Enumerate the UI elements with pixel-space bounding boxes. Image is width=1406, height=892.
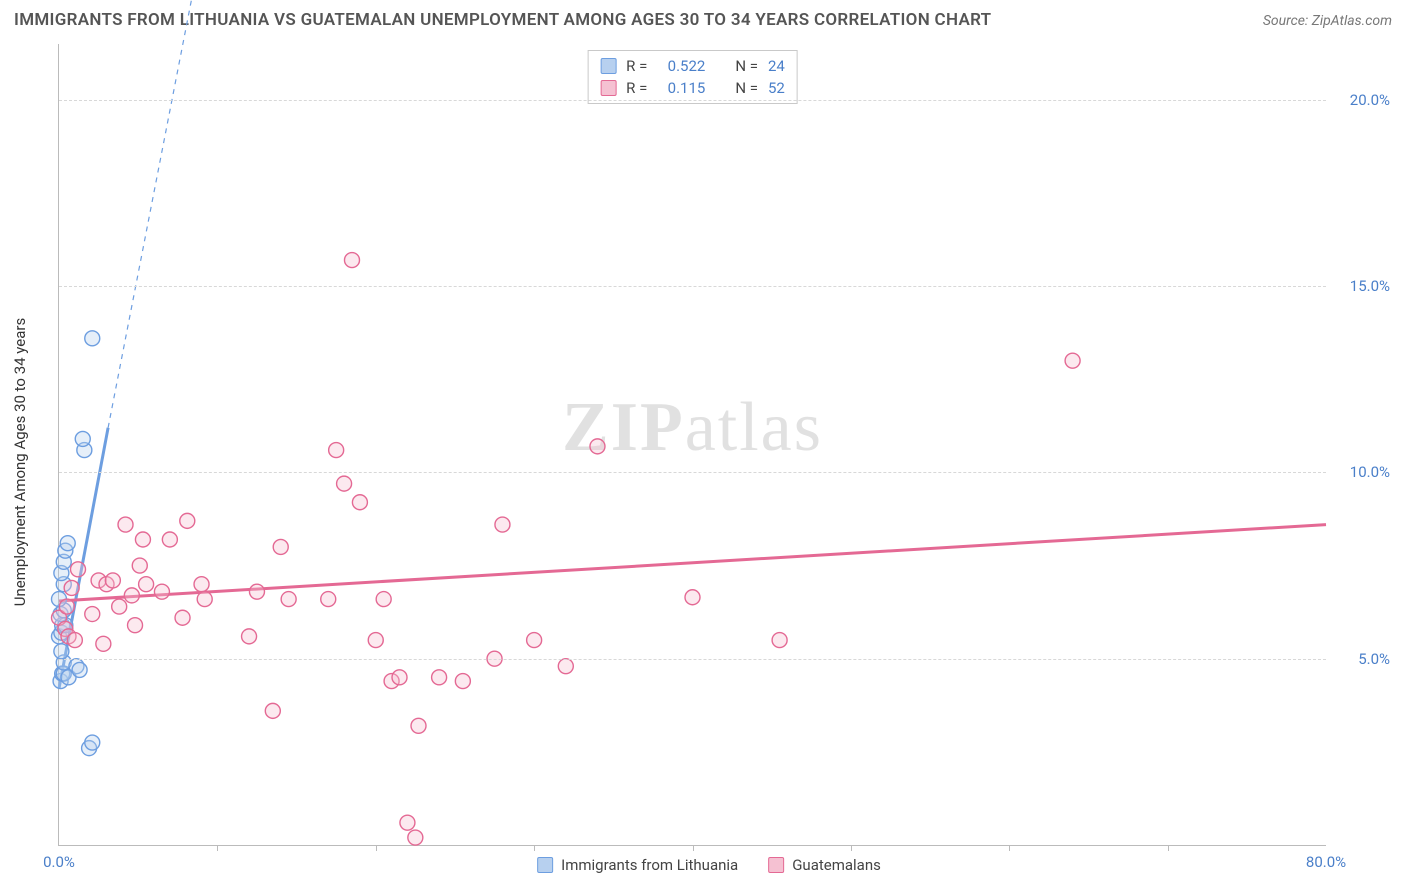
gridline [59, 472, 1326, 473]
r-label: R = [626, 79, 647, 97]
scatter-point [162, 532, 177, 547]
scatter-point [455, 674, 470, 689]
r-label: R = [626, 57, 647, 75]
legend-item: Guatemalans [768, 856, 881, 874]
scatter-point [527, 633, 542, 648]
y-tick-label: 15.0% [1350, 277, 1390, 295]
y-axis-label: Unemployment Among Ages 30 to 34 years [11, 318, 29, 606]
scatter-point [128, 618, 143, 633]
scatter-point [265, 703, 280, 718]
scatter-point [85, 607, 100, 622]
scatter-point [135, 532, 150, 547]
n-label: N = [735, 79, 758, 97]
scatter-point [132, 558, 147, 573]
scatter-point [400, 815, 415, 830]
scatter-point [197, 592, 212, 607]
n-value: 52 [768, 79, 785, 97]
scatter-point [273, 539, 288, 554]
scatter-point [154, 584, 169, 599]
scatter-point [432, 670, 447, 685]
scatter-point [175, 610, 190, 625]
gridline [59, 659, 1326, 660]
gridline [59, 286, 1326, 287]
scatter-point [590, 439, 605, 454]
scatter-point [67, 633, 82, 648]
x-tick [217, 845, 218, 851]
scatter-point [772, 633, 787, 648]
scatter-point [495, 517, 510, 532]
title-bar: IMMIGRANTS FROM LITHUANIA VS GUATEMALAN … [14, 10, 1392, 30]
legend-top: R = 0.522 N = 24 R = 0.115 N = 52 [587, 50, 798, 104]
scatter-point [60, 536, 75, 551]
plot-area: ZIPatlas R =0.522N =24R =0.115N =52 5.0%… [58, 44, 1326, 846]
scatter-point [344, 253, 359, 268]
scatter-point [1065, 353, 1080, 368]
chart: Unemployment Among Ages 30 to 34 years Z… [24, 44, 1394, 880]
chart-title: IMMIGRANTS FROM LITHUANIA VS GUATEMALAN … [14, 10, 991, 30]
scatter-point [124, 588, 139, 603]
x-tick [1168, 845, 1169, 851]
scatter-point [85, 735, 100, 750]
scatter-point [85, 331, 100, 346]
y-tick-label: 20.0% [1350, 91, 1390, 109]
legend-swatch [768, 857, 784, 873]
y-tick-label: 10.0% [1350, 463, 1390, 481]
x-tick [376, 845, 377, 851]
scatter-point [180, 513, 195, 528]
scatter-point [329, 443, 344, 458]
scatter-point [685, 590, 700, 605]
scatter-point [112, 599, 127, 614]
n-value: 24 [768, 57, 785, 75]
scatter-point [194, 577, 209, 592]
n-label: N = [735, 57, 758, 75]
scatter-point [352, 495, 367, 510]
legend-stat-row: R = 0.115 N = 52 [600, 77, 785, 99]
scatter-point [72, 662, 87, 677]
y-tick-label: 5.0% [1358, 650, 1390, 668]
legend-swatch [600, 80, 616, 96]
scatter-point [59, 599, 74, 614]
scatter-point [71, 562, 86, 577]
scatter-point [64, 580, 79, 595]
source-label: Source: ZipAtlas.com [1263, 13, 1392, 29]
legend-label: Immigrants from Lithuania [561, 856, 738, 874]
x-tick [851, 845, 852, 851]
scatter-point [118, 517, 133, 532]
legend-label: Guatemalans [792, 856, 881, 874]
legend-stat-row: R = 0.522 N = 24 [600, 55, 785, 77]
scatter-point [411, 718, 426, 733]
scatter-point [281, 592, 296, 607]
x-tick [534, 845, 535, 851]
scatter-point [337, 476, 352, 491]
scatter-point [558, 659, 573, 674]
scatter-point [96, 636, 111, 651]
legend-swatch [600, 58, 616, 74]
scatter-point [249, 584, 264, 599]
scatter-point [242, 629, 257, 644]
scatter-point [105, 573, 120, 588]
plot-svg [59, 44, 1326, 845]
trend-line-extension [108, 0, 230, 428]
scatter-point [54, 644, 69, 659]
x-tick [1009, 845, 1010, 851]
r-value: 0.115 [657, 79, 705, 97]
scatter-point [376, 592, 391, 607]
scatter-point [368, 633, 383, 648]
x-tick-label: 80.0% [1306, 853, 1346, 871]
gridline [59, 100, 1326, 101]
legend-bottom: Immigrants from Lithuania Guatemalans [537, 856, 881, 874]
x-tick [693, 845, 694, 851]
scatter-point [392, 670, 407, 685]
legend-item: Immigrants from Lithuania [537, 856, 738, 874]
scatter-point [75, 431, 90, 446]
scatter-point [408, 830, 423, 845]
x-tick-label: 0.0% [43, 853, 75, 871]
scatter-point [321, 592, 336, 607]
r-value: 0.522 [657, 57, 705, 75]
scatter-point [139, 577, 154, 592]
legend-swatch [537, 857, 553, 873]
